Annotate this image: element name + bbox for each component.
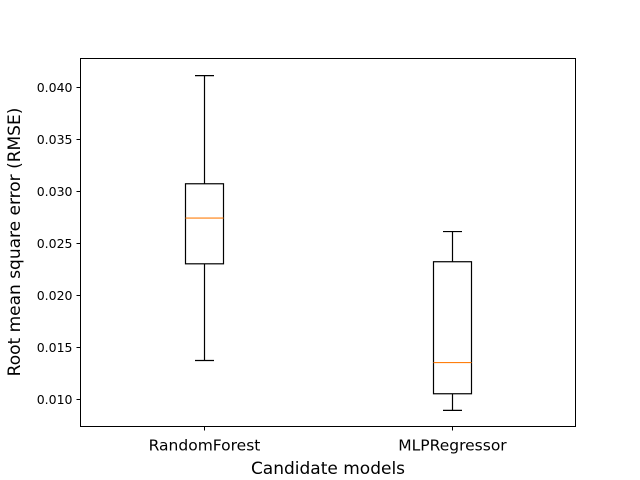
y-axis-label: Root mean square error (RMSE) [5,108,25,377]
box-group [184,75,225,362]
iqr-box [432,261,473,395]
x-tick-label: MLPRegressor [398,437,507,455]
y-tick-label: 0.035 [37,132,73,147]
y-tick-label: 0.040 [37,80,73,95]
iqr-box [184,183,225,265]
x-axis-label: Candidate models [251,459,405,479]
x-tick-label: RandomForest [149,437,261,455]
y-tick-label: 0.015 [37,340,73,355]
plot-frame [80,58,576,427]
y-tick-label: 0.010 [37,392,73,407]
y-tick-label: 0.025 [37,236,73,251]
y-tick-label: 0.020 [37,288,73,303]
y-tick-label: 0.030 [37,184,73,199]
box-group [432,230,473,411]
